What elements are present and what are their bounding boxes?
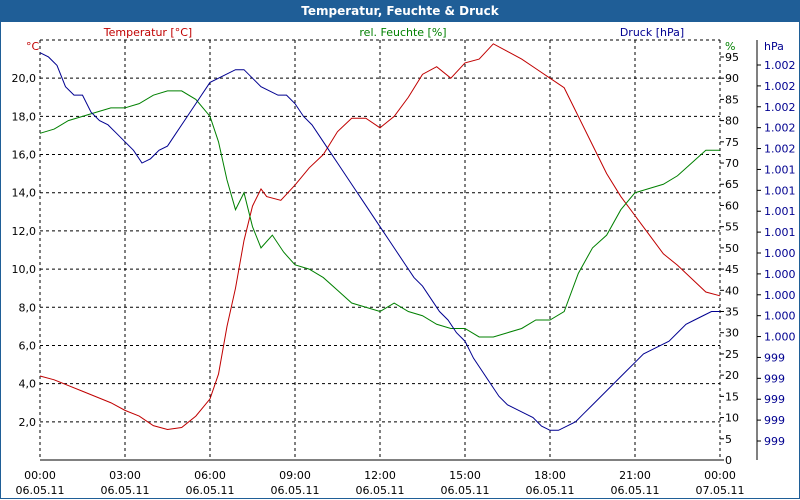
x-tick-time: 21:00 <box>619 469 651 482</box>
humidity-tick-label: 0 <box>725 454 732 467</box>
temperature-tick-label: 6,0 <box>19 339 37 352</box>
x-tick-date: 06.05.11 <box>101 484 150 497</box>
humidity-tick-label: 70 <box>725 157 739 170</box>
x-tick-time: 12:00 <box>364 469 396 482</box>
temperature-unit-label: °C <box>26 40 40 53</box>
humidity-tick-label: 85 <box>725 93 739 106</box>
pressure-tick-label: 1.002 <box>764 122 796 135</box>
temperature-tick-label: 10,0 <box>12 263 37 276</box>
x-tick-date: 06.05.11 <box>441 484 490 497</box>
pressure-unit-label: hPa <box>764 40 784 53</box>
humidity-tick-label: 60 <box>725 199 739 212</box>
x-tick-date: 06.05.11 <box>16 484 65 497</box>
pressure-tick-label: 1.000 <box>764 310 796 323</box>
x-tick-time: 00:00 <box>704 469 736 482</box>
temperature-tick-label: 14,0 <box>12 187 37 200</box>
pressure-tick-label: 999 <box>764 393 785 406</box>
humidity-tick-label: 45 <box>725 263 739 276</box>
temperature-tick-label: 16,0 <box>12 149 37 162</box>
humidity-tick-label: 20 <box>725 369 739 382</box>
x-tick-date: 06.05.11 <box>611 484 660 497</box>
humidity-tick-label: 5 <box>725 433 732 446</box>
pressure-tick-label: 1.002 <box>764 101 796 114</box>
temperature-tick-label: 8,0 <box>19 301 37 314</box>
pressure-series-label: Druck [hPa] <box>620 26 684 39</box>
pressure-series-line <box>39 52 720 431</box>
pressure-tick-label: 1.002 <box>764 143 796 156</box>
temperature-tick-label: 18,0 <box>12 110 37 123</box>
humidity-tick-label: 90 <box>725 72 739 85</box>
pressure-tick-label: 1.001 <box>764 163 796 176</box>
x-tick-time: 00:00 <box>24 469 56 482</box>
humidity-unit-label: % <box>725 40 735 53</box>
x-tick-time: 03:00 <box>109 469 141 482</box>
series-group <box>39 43 721 431</box>
humidity-tick-label: 65 <box>725 178 739 191</box>
pressure-tick-label: 1.001 <box>764 205 796 218</box>
x-tick-time: 06:00 <box>194 469 226 482</box>
humidity-tick-label: 10 <box>725 412 739 425</box>
pressure-tick-label: 999 <box>764 414 785 427</box>
pressure-tick-label: 1.002 <box>764 59 796 72</box>
pressure-tick-label: 999 <box>764 435 785 448</box>
x-tick-date: 06.05.11 <box>271 484 320 497</box>
pressure-tick-label: 999 <box>764 351 785 364</box>
humidity-tick-label: 50 <box>725 242 739 255</box>
temperature-series-line <box>39 43 721 430</box>
temperature-series-label: Temperatur [°C] <box>103 26 192 39</box>
x-tick-time: 09:00 <box>279 469 311 482</box>
x-tick-time: 18:00 <box>534 469 566 482</box>
pressure-tick-label: 1.000 <box>764 289 796 302</box>
humidity-series-label: rel. Feuchte [%] <box>359 26 446 39</box>
humidity-tick-label: 35 <box>725 306 739 319</box>
humidity-tick-label: 25 <box>725 348 739 361</box>
humidity-tick-label: 30 <box>725 327 739 340</box>
x-tick-date: 06.05.11 <box>356 484 405 497</box>
axes: 00:00 06.05.11 03:00 06.05.11 06:00 06.05.11 0… <box>12 40 796 497</box>
chart-title: Temperatur, Feuchte & Druck <box>0 0 800 22</box>
temperature-tick-label: 20,0 <box>12 72 37 85</box>
temperature-tick-label: 2,0 <box>19 416 37 429</box>
x-tick-date: 06.05.11 <box>186 484 235 497</box>
humidity-tick-label: 40 <box>725 284 739 297</box>
grid <box>39 39 721 461</box>
humidity-series-line <box>39 90 720 338</box>
pressure-tick-label: 1.000 <box>764 247 796 260</box>
x-tick-date: 07.05.11 <box>696 484 745 497</box>
x-tick-time: 15:00 <box>449 469 481 482</box>
humidity-tick-label: 15 <box>725 390 739 403</box>
pressure-tick-label: 1.001 <box>764 184 796 197</box>
humidity-tick-label: 75 <box>725 136 739 149</box>
pressure-tick-label: 1.002 <box>764 80 796 93</box>
humidity-tick-label: 80 <box>725 115 739 128</box>
pressure-tick-label: 1.001 <box>764 226 796 239</box>
temperature-tick-label: 12,0 <box>12 225 37 238</box>
pressure-tick-label: 1.000 <box>764 331 796 344</box>
pressure-tick-label: 999 <box>764 372 785 385</box>
humidity-tick-label: 95 <box>725 51 739 64</box>
x-tick-date: 06.05.11 <box>526 484 575 497</box>
humidity-tick-label: 55 <box>725 221 739 234</box>
temperature-tick-label: 4,0 <box>19 378 37 391</box>
pressure-tick-label: 1.000 <box>764 268 796 281</box>
